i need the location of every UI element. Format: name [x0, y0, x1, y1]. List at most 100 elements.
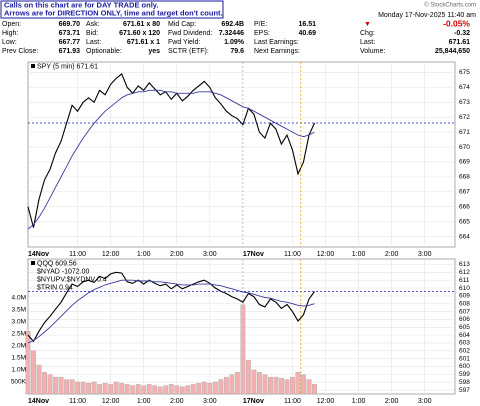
- legend-label: QQQ 609.56: [37, 260, 77, 267]
- quote-label: P/E:: [254, 21, 267, 28]
- x-tick-label: 3:00: [203, 398, 217, 405]
- quote-value: 16.51: [298, 21, 316, 28]
- x-tick-label: 11:00: [284, 398, 301, 405]
- quote-value: 669.70: [59, 21, 81, 28]
- quote-value: 7.32446: [219, 30, 244, 37]
- x-tick-label: 14Nov: [28, 398, 49, 405]
- legend-swatch: [31, 64, 35, 68]
- y-tick-label: 612: [459, 269, 470, 276]
- y-tick-label: 607: [459, 308, 470, 315]
- y2-tick-label: 500K: [11, 379, 27, 386]
- quote-label: Fwd Dividend:: [168, 30, 212, 37]
- volume-bar: [223, 376, 229, 395]
- moving-average: [27, 89, 315, 230]
- y-tick-label: 673: [459, 99, 470, 106]
- quote-label: Last Earnings:: [254, 39, 299, 46]
- x-tick-label: 1:00: [137, 251, 151, 258]
- y-tick-label: 604: [459, 332, 470, 339]
- volume-bar: [174, 385, 180, 395]
- x-tick-label: 3:00: [418, 398, 432, 405]
- x-tick-label: 2:00: [170, 251, 184, 258]
- y-tick-label: 665: [459, 218, 470, 225]
- volume-bar: [58, 376, 64, 395]
- copyright: © StockCharts.com: [424, 2, 476, 9]
- volume-bar: [86, 382, 92, 395]
- quote-label: Next Earnings:: [254, 48, 300, 55]
- quote-label: Volume:: [360, 48, 385, 55]
- notice-box: [0, 0, 224, 19]
- quote-value: 671.60 x 120: [119, 30, 160, 37]
- y-tick-label: 666: [459, 203, 470, 210]
- volume-bar: [229, 374, 235, 395]
- date: Monday 17-Nov-2025 11:40 am: [378, 12, 476, 19]
- quote-label: Mid Cap:: [168, 21, 196, 28]
- volume-bar: [240, 304, 246, 395]
- volume-bar: [268, 376, 273, 395]
- x-tick-label: 2:00: [385, 251, 399, 258]
- volume-bar: [157, 386, 163, 395]
- volume-bar: [47, 374, 53, 395]
- x-tick-label: 17Nov: [243, 398, 264, 405]
- quote-value: 25,844,650: [435, 48, 470, 55]
- legend-label: SPY (5 min) 671.61: [37, 63, 98, 70]
- y-tick-label: 675: [459, 69, 470, 76]
- x-tick-label: 14Nov: [28, 251, 49, 258]
- volume-bar: [306, 379, 312, 395]
- quote-value: 692.4B: [221, 21, 244, 28]
- volume-bar: [218, 379, 224, 395]
- y2-tick-label: 1.5M: [12, 355, 26, 362]
- volume-bar: [251, 369, 257, 395]
- quote-label: Open:: [2, 21, 21, 28]
- quote-value: 671.93: [59, 48, 81, 55]
- quote-label: Fwd Yield:: [168, 39, 200, 46]
- indicator-label: $NYUPV:$NYDNV 0.4: [37, 276, 107, 283]
- moving-average: [27, 279, 315, 344]
- x-tick-label: 12:00: [317, 251, 335, 258]
- y-tick-label: 605: [459, 324, 470, 331]
- volume-bar: [108, 384, 114, 395]
- y-tick-label: 674: [459, 84, 470, 91]
- volume-bar: [130, 385, 136, 395]
- quote-label: Chg:: [360, 30, 375, 37]
- y2-tick-label: 4.0M: [12, 294, 26, 301]
- y2-tick-label: 2.5M: [12, 330, 26, 337]
- quote-value: 671.61 x 1: [127, 39, 160, 46]
- y-tick-label: 600: [459, 363, 470, 370]
- y-tick-label: 601: [459, 355, 470, 362]
- volume-bar: [201, 381, 207, 395]
- volume-bar: [42, 372, 47, 395]
- volume-bar: [245, 360, 251, 395]
- y-tick-label: 603: [459, 340, 470, 347]
- volume-bar: [273, 376, 279, 395]
- y-tick-label: 669: [459, 159, 470, 166]
- y-tick-label: 608: [459, 300, 470, 307]
- volume-bar: [207, 382, 213, 395]
- x-tick-label: 3:00: [203, 251, 217, 258]
- quote-label: Low:: [2, 39, 17, 46]
- x-tick-label: 11:00: [69, 398, 86, 405]
- volume-bar: [75, 381, 80, 395]
- volume-bar: [119, 382, 125, 395]
- x-tick-label: 1:00: [352, 398, 366, 405]
- volume-bar: [295, 372, 301, 395]
- quote-label: EPS:: [254, 30, 270, 37]
- volume-bar: [141, 385, 147, 395]
- quote-label: Last:: [86, 39, 101, 46]
- change-pct: -0.05%: [443, 18, 470, 28]
- quote-label: Prev Close:: [2, 48, 38, 55]
- down-arrow: ▼: [364, 21, 371, 28]
- legend-swatch: [31, 261, 35, 265]
- y-tick-label: 613: [459, 261, 470, 268]
- y-tick-label: 670: [459, 144, 470, 151]
- volume-bar: [262, 374, 268, 395]
- volume-bar: [185, 385, 191, 395]
- volume-bar: [64, 379, 69, 395]
- quote-value: 667.77: [59, 39, 81, 46]
- indicator-label: $TRIN 0.94: [37, 284, 73, 291]
- volume-bar: [146, 384, 152, 395]
- volume-bar: [190, 384, 196, 395]
- volume-bar: [234, 372, 240, 395]
- x-tick-label: 17Nov: [243, 251, 264, 258]
- volume-bar: [163, 385, 169, 395]
